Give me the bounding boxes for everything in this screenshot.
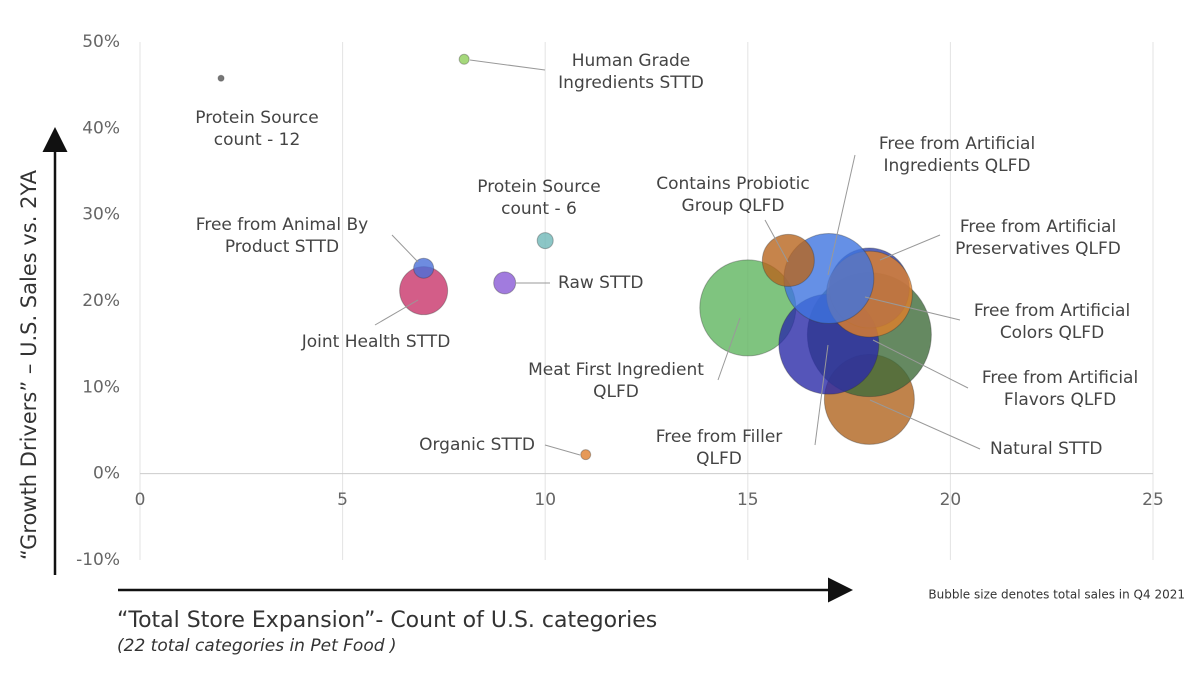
bubble-label: Free from Artificial bbox=[879, 134, 1035, 154]
bubble bbox=[458, 53, 470, 65]
leader-line bbox=[879, 234, 941, 261]
bubble-label: Raw STTD bbox=[558, 273, 644, 293]
bubble-label: Natural STTD bbox=[990, 439, 1102, 459]
bubble bbox=[493, 271, 517, 295]
leader-line bbox=[814, 344, 829, 446]
x-tick-label: 10 bbox=[534, 490, 556, 510]
bubble-label: Group QLFD bbox=[682, 196, 785, 216]
y-tick-label: 30% bbox=[82, 205, 120, 225]
bubble-label: Ingredients QLFD bbox=[883, 156, 1030, 176]
leader-line bbox=[764, 219, 789, 263]
bubble-label: QLFD bbox=[696, 449, 742, 469]
x-axis-label: “Total Store Expansion”- Count of U.S. c… bbox=[117, 608, 657, 633]
leader-line bbox=[717, 317, 741, 381]
bubble-label: Product STTD bbox=[225, 237, 339, 257]
leader-line bbox=[827, 154, 856, 276]
bubble-label: Protein Source bbox=[195, 108, 318, 128]
bubble bbox=[580, 449, 592, 461]
bubble bbox=[413, 257, 435, 279]
x-tick-label: 5 bbox=[337, 490, 348, 510]
bubble-label: Contains Probiotic bbox=[656, 174, 810, 194]
y-tick-label: 20% bbox=[82, 291, 120, 311]
bubble-label: QLFD bbox=[593, 382, 639, 402]
bubble-label: Preservatives QLFD bbox=[955, 239, 1121, 259]
bubble-label: Meat First Ingredient bbox=[528, 360, 704, 380]
leader-line bbox=[869, 399, 981, 450]
leader-line bbox=[391, 234, 419, 263]
y-tick-label: -10% bbox=[76, 550, 120, 570]
leader-line bbox=[544, 444, 581, 456]
bubble-label: Ingredients STTD bbox=[558, 73, 704, 93]
size-note: Bubble size denotes total sales in Q4 20… bbox=[928, 588, 1185, 602]
bubble-label: count - 12 bbox=[214, 130, 301, 150]
bubble bbox=[536, 232, 554, 250]
x-tick-label: 25 bbox=[1142, 490, 1164, 510]
leader-line bbox=[374, 299, 419, 326]
bubble-label: Organic STTD bbox=[419, 435, 535, 455]
bubble-label: Free from Animal By bbox=[196, 215, 368, 235]
bubble-label: count - 6 bbox=[501, 199, 577, 219]
leader-line bbox=[864, 296, 961, 321]
bubble-label: Free from Artificial bbox=[982, 368, 1138, 388]
x-tick-label: 0 bbox=[135, 490, 146, 510]
y-tick-label: 0% bbox=[93, 464, 120, 484]
bubble-label: Protein Source bbox=[477, 177, 600, 197]
leader-line bbox=[872, 339, 969, 389]
x-axis-subtitle: (22 total categories in Pet Food ) bbox=[117, 636, 397, 656]
y-axis-label: “Growth Drivers” – U.S. Sales vs. 2YA bbox=[17, 169, 41, 560]
bubble bbox=[761, 233, 815, 287]
bubble-label: Joint Health STTD bbox=[301, 332, 451, 352]
leader-line bbox=[469, 59, 546, 71]
bubble-label: Human Grade bbox=[572, 51, 691, 71]
bubble-label: Free from Filler bbox=[656, 427, 783, 447]
x-tick-label: 20 bbox=[940, 490, 962, 510]
bubble-label: Free from Artificial bbox=[974, 301, 1130, 321]
y-tick-label: 10% bbox=[82, 377, 120, 397]
bubble-label: Free from Artificial bbox=[960, 217, 1116, 237]
bubble bbox=[217, 74, 225, 82]
y-tick-label: 50% bbox=[82, 32, 120, 52]
bubble-label: Colors QLFD bbox=[1000, 323, 1104, 343]
y-tick-label: 40% bbox=[82, 118, 120, 138]
bubble-label: Flavors QLFD bbox=[1004, 390, 1116, 410]
x-tick-label: 15 bbox=[737, 490, 759, 510]
